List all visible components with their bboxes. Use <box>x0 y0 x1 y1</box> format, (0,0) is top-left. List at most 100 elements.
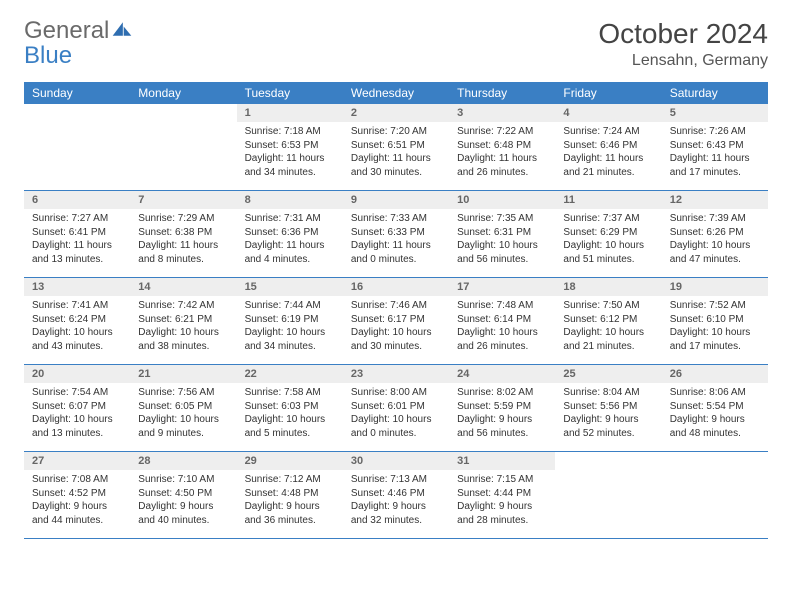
day-cell: 9Sunrise: 7:33 AMSunset: 6:33 PMDaylight… <box>343 191 449 277</box>
sunrise-line: Sunrise: 7:18 AM <box>245 125 335 139</box>
sunrise-line: Sunrise: 7:35 AM <box>457 212 547 226</box>
sunset-line: Sunset: 6:51 PM <box>351 139 441 153</box>
day-cell: 16Sunrise: 7:46 AMSunset: 6:17 PMDayligh… <box>343 278 449 364</box>
sunset-line: Sunset: 6:31 PM <box>457 226 547 240</box>
week-row: 27Sunrise: 7:08 AMSunset: 4:52 PMDayligh… <box>24 452 768 539</box>
weekday-header: Saturday <box>662 82 768 104</box>
day-details: Sunrise: 7:31 AMSunset: 6:36 PMDaylight:… <box>237 209 343 270</box>
day-cell: 22Sunrise: 7:58 AMSunset: 6:03 PMDayligh… <box>237 365 343 451</box>
daylight-line: Daylight: 10 hours and 38 minutes. <box>138 326 228 353</box>
brand-part2: Blue <box>24 42 72 69</box>
sunset-line: Sunset: 4:46 PM <box>351 487 441 501</box>
day-details: Sunrise: 7:22 AMSunset: 6:48 PMDaylight:… <box>449 122 555 183</box>
day-number: 29 <box>237 452 343 470</box>
weekday-header: Sunday <box>24 82 130 104</box>
day-details: Sunrise: 7:10 AMSunset: 4:50 PMDaylight:… <box>130 470 236 531</box>
day-number: 14 <box>130 278 236 296</box>
daylight-line: Daylight: 9 hours and 44 minutes. <box>32 500 122 527</box>
day-details: Sunrise: 8:06 AMSunset: 5:54 PMDaylight:… <box>662 383 768 444</box>
day-number: 22 <box>237 365 343 383</box>
day-number: 11 <box>555 191 661 209</box>
day-cell: 7Sunrise: 7:29 AMSunset: 6:38 PMDaylight… <box>130 191 236 277</box>
daylight-line: Daylight: 9 hours and 40 minutes. <box>138 500 228 527</box>
sunrise-line: Sunrise: 7:12 AM <box>245 473 335 487</box>
day-number: 5 <box>662 104 768 122</box>
sunrise-line: Sunrise: 7:31 AM <box>245 212 335 226</box>
day-details: Sunrise: 7:54 AMSunset: 6:07 PMDaylight:… <box>24 383 130 444</box>
day-details: Sunrise: 7:35 AMSunset: 6:31 PMDaylight:… <box>449 209 555 270</box>
day-details: Sunrise: 7:24 AMSunset: 6:46 PMDaylight:… <box>555 122 661 183</box>
sunrise-line: Sunrise: 7:13 AM <box>351 473 441 487</box>
sunset-line: Sunset: 6:21 PM <box>138 313 228 327</box>
day-details: Sunrise: 7:12 AMSunset: 4:48 PMDaylight:… <box>237 470 343 531</box>
day-number: 18 <box>555 278 661 296</box>
daylight-line: Daylight: 10 hours and 5 minutes. <box>245 413 335 440</box>
sunset-line: Sunset: 6:10 PM <box>670 313 760 327</box>
day-number: 12 <box>662 191 768 209</box>
daylight-line: Daylight: 10 hours and 30 minutes. <box>351 326 441 353</box>
daylight-line: Daylight: 9 hours and 32 minutes. <box>351 500 441 527</box>
sunrise-line: Sunrise: 7:10 AM <box>138 473 228 487</box>
sunrise-line: Sunrise: 7:22 AM <box>457 125 547 139</box>
sunset-line: Sunset: 4:48 PM <box>245 487 335 501</box>
daylight-line: Daylight: 10 hours and 0 minutes. <box>351 413 441 440</box>
day-details: Sunrise: 7:29 AMSunset: 6:38 PMDaylight:… <box>130 209 236 270</box>
daylight-line: Daylight: 10 hours and 56 minutes. <box>457 239 547 266</box>
sunrise-line: Sunrise: 8:00 AM <box>351 386 441 400</box>
day-details: Sunrise: 7:58 AMSunset: 6:03 PMDaylight:… <box>237 383 343 444</box>
sunset-line: Sunset: 6:53 PM <box>245 139 335 153</box>
day-number: 15 <box>237 278 343 296</box>
day-details: Sunrise: 7:56 AMSunset: 6:05 PMDaylight:… <box>130 383 236 444</box>
daylight-line: Daylight: 11 hours and 17 minutes. <box>670 152 760 179</box>
day-cell: 31Sunrise: 7:15 AMSunset: 4:44 PMDayligh… <box>449 452 555 538</box>
weekday-header: Monday <box>130 82 236 104</box>
sunrise-line: Sunrise: 7:42 AM <box>138 299 228 313</box>
day-cell: 3Sunrise: 7:22 AMSunset: 6:48 PMDaylight… <box>449 104 555 190</box>
empty-cell <box>662 452 768 538</box>
month-title: October 2024 <box>598 18 768 50</box>
header: GeneralBlue October 2024 Lensahn, German… <box>24 18 768 70</box>
week-row: 6Sunrise: 7:27 AMSunset: 6:41 PMDaylight… <box>24 191 768 278</box>
day-number: 3 <box>449 104 555 122</box>
week-row: 1 Sunrise: 7:18 AMSunset: 6:53 PM Daylight… <box>24 104 768 191</box>
day-cell: 6Sunrise: 7:27 AMSunset: 6:41 PMDaylight… <box>24 191 130 277</box>
day-details: Sunrise: 7:41 AMSunset: 6:24 PMDaylight:… <box>24 296 130 357</box>
day-number: 28 <box>130 452 236 470</box>
day-details: Sunrise: 7:33 AMSunset: 6:33 PMDaylight:… <box>343 209 449 270</box>
daylight-line: Daylight: 10 hours and 47 minutes. <box>670 239 760 266</box>
week-row: 13Sunrise: 7:41 AMSunset: 6:24 PMDayligh… <box>24 278 768 365</box>
weekday-header: Friday <box>555 82 661 104</box>
day-details: Sunrise: 7:13 AMSunset: 4:46 PMDaylight:… <box>343 470 449 531</box>
sunset-line: Sunset: 6:19 PM <box>245 313 335 327</box>
daylight-line: Daylight: 10 hours and 13 minutes. <box>32 413 122 440</box>
sunset-line: Sunset: 6:05 PM <box>138 400 228 414</box>
daylight-line: Daylight: 10 hours and 26 minutes. <box>457 326 547 353</box>
daylight-line: Daylight: 11 hours and 26 minutes. <box>457 152 547 179</box>
day-details: Sunrise: 7:37 AMSunset: 6:29 PMDaylight:… <box>555 209 661 270</box>
sunset-line: Sunset: 6:46 PM <box>563 139 653 153</box>
day-cell: 27Sunrise: 7:08 AMSunset: 4:52 PMDayligh… <box>24 452 130 538</box>
day-details: Sunrise: 8:00 AMSunset: 6:01 PMDaylight:… <box>343 383 449 444</box>
day-cell: 17Sunrise: 7:48 AMSunset: 6:14 PMDayligh… <box>449 278 555 364</box>
sunset-line: Sunset: 5:59 PM <box>457 400 547 414</box>
sunrise-line: Sunrise: 7:56 AM <box>138 386 228 400</box>
day-number: 27 <box>24 452 130 470</box>
sunset-line: Sunset: 6:38 PM <box>138 226 228 240</box>
sunrise-line: Sunrise: 7:33 AM <box>351 212 441 226</box>
day-details: Sunrise: 7:52 AMSunset: 6:10 PMDaylight:… <box>662 296 768 357</box>
daylight-line: Daylight: 10 hours and 51 minutes. <box>563 239 653 266</box>
sunset-line: Sunset: 6:17 PM <box>351 313 441 327</box>
day-cell: 21Sunrise: 7:56 AMSunset: 6:05 PMDayligh… <box>130 365 236 451</box>
day-cell: 29Sunrise: 7:12 AMSunset: 4:48 PMDayligh… <box>237 452 343 538</box>
daylight-line: Daylight: 11 hours and 30 minutes. <box>351 152 441 179</box>
day-cell: 24Sunrise: 8:02 AMSunset: 5:59 PMDayligh… <box>449 365 555 451</box>
daylight-line: Daylight: 11 hours and 4 minutes. <box>245 239 335 266</box>
day-number: 19 <box>662 278 768 296</box>
title-block: October 2024 Lensahn, Germany <box>598 18 768 70</box>
day-cell: 1Sunrise: 7:18 AMSunset: 6:53 PMDaylight… <box>237 104 343 190</box>
day-number: 24 <box>449 365 555 383</box>
day-number: 1 <box>237 104 343 122</box>
sunset-line: Sunset: 4:52 PM <box>32 487 122 501</box>
day-number: 10 <box>449 191 555 209</box>
sunset-line: Sunset: 4:50 PM <box>138 487 228 501</box>
